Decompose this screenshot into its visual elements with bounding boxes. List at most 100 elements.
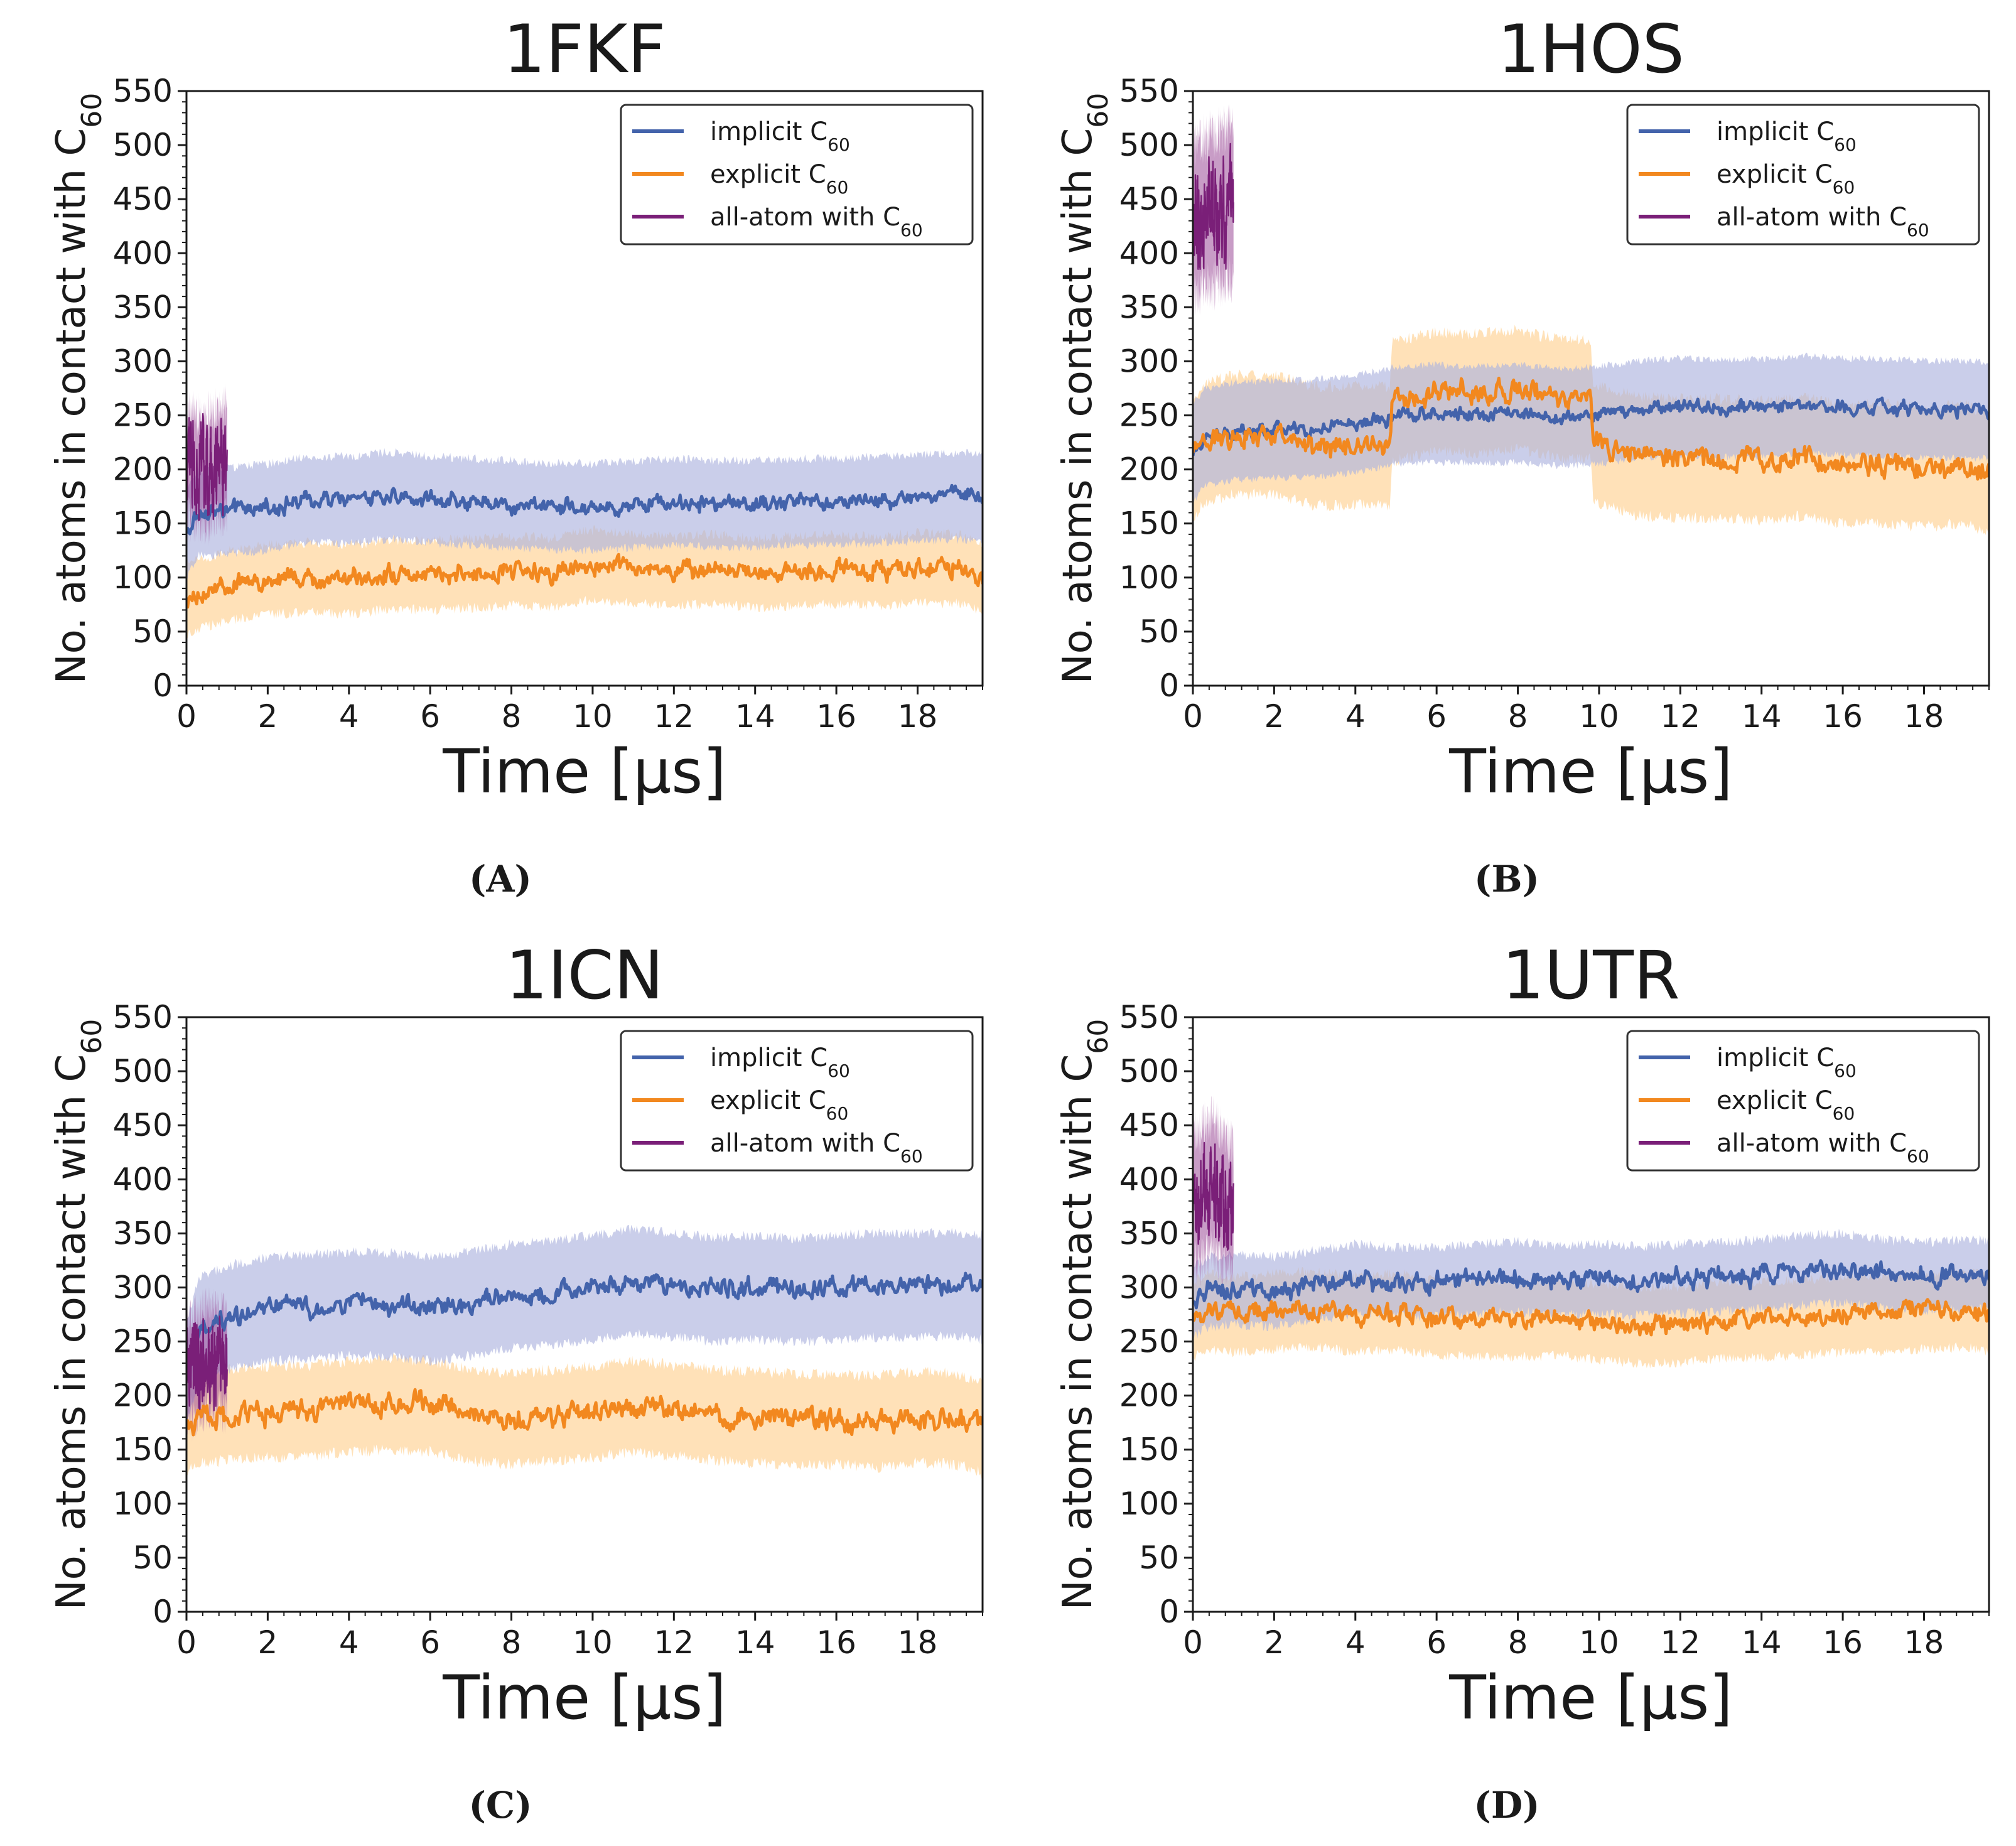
legend-label-text: all-atom with C <box>1717 1129 1907 1158</box>
x-tick-label: 4 <box>1345 1624 1366 1661</box>
y-axis-label-text: No. atoms in contact with C <box>1055 128 1101 684</box>
legend-label-text: explicit C <box>710 160 826 189</box>
allatom-line <box>186 1315 228 1411</box>
y-tick-label: 50 <box>132 1540 173 1576</box>
allatom-line <box>1193 1142 1234 1251</box>
x-tick-label: 2 <box>257 698 278 735</box>
explicit-band <box>186 525 983 639</box>
y-tick-label: 0 <box>1159 667 1179 704</box>
y-tick-label: 400 <box>113 235 173 271</box>
y-tick-label: 150 <box>113 505 173 542</box>
implicit-line <box>1193 1259 1989 1310</box>
x-tick-label: 2 <box>1264 1624 1284 1661</box>
y-tick-label: 450 <box>113 181 173 217</box>
y-tick-label: 450 <box>1119 181 1179 217</box>
y-axis-label-subscript: 60 <box>76 93 108 128</box>
y-tick-label: 500 <box>1119 127 1179 163</box>
y-tick-label: 250 <box>113 1324 173 1360</box>
explicit-line <box>186 553 983 609</box>
legend-label-text: all-atom with C <box>710 203 900 232</box>
y-axis-label: No. atoms in contact with C60 <box>48 93 108 684</box>
x-tick-label: 14 <box>735 1624 775 1661</box>
plot-area <box>186 384 983 639</box>
x-tick-label: 14 <box>1742 698 1782 735</box>
legend-label-allatom: all-atom with C60 <box>1717 1129 1929 1167</box>
x-tick-label: 6 <box>420 698 440 735</box>
x-tick-label: 6 <box>1426 698 1447 735</box>
legend-label-subscript: 60 <box>826 177 849 198</box>
x-tick-label: 12 <box>654 1624 694 1661</box>
x-tick-label: 16 <box>816 1624 856 1661</box>
y-tick-label: 400 <box>1119 235 1179 271</box>
y-axis-label-text: No. atoms in contact with C <box>48 1054 95 1610</box>
y-tick-label: 100 <box>113 1486 173 1522</box>
y-tick-label: 550 <box>113 999 173 1035</box>
axes-frame <box>1192 90 1990 687</box>
legend-box <box>1626 104 1980 246</box>
legend-label-text: all-atom with C <box>1717 203 1907 232</box>
x-tick-label: 8 <box>502 698 522 735</box>
y-tick-label: 500 <box>113 1053 173 1089</box>
legend-label-subscript: 60 <box>827 134 850 155</box>
chart-title: 1UTR <box>1502 937 1679 1014</box>
x-tick-label: 12 <box>654 698 694 735</box>
y-tick-label: 200 <box>113 451 173 488</box>
y-tick-label: 550 <box>1119 73 1179 109</box>
legend-label-subscript: 60 <box>1834 134 1857 155</box>
x-tick-label: 14 <box>1742 1624 1782 1661</box>
legend-label-allatom: all-atom with C60 <box>1717 203 1929 240</box>
y-axis-label-text: No. atoms in contact with C <box>48 128 95 684</box>
plot-area <box>186 1224 983 1479</box>
legend-label-text: implicit C <box>1717 1044 1834 1072</box>
y-tick-label: 0 <box>153 1594 173 1630</box>
y-axis-label: No. atoms in contact with C60 <box>48 1019 108 1610</box>
explicit-line <box>186 1388 983 1437</box>
x-tick-label: 6 <box>1426 1624 1447 1661</box>
axes-frame <box>1192 1016 1990 1613</box>
legend-label-text: explicit C <box>710 1086 826 1115</box>
explicit-line <box>1193 376 1989 481</box>
y-tick-label: 200 <box>1119 1378 1179 1414</box>
x-tick-label: 2 <box>1264 698 1284 735</box>
legend-label-allatom: all-atom with C60 <box>710 203 923 240</box>
legend-label-subscript: 60 <box>827 1061 850 1081</box>
implicit-band <box>186 1224 983 1424</box>
legend-label-text: implicit C <box>1717 117 1834 146</box>
y-tick-label: 350 <box>113 1215 173 1251</box>
y-tick-label: 100 <box>113 559 173 596</box>
panel-caption: (A) <box>469 858 532 900</box>
y-tick-label: 100 <box>1119 559 1179 596</box>
x-tick-label: 4 <box>339 698 359 735</box>
legend-box <box>1626 1030 1980 1172</box>
y-tick-label: 550 <box>113 73 173 109</box>
x-tick-label: 10 <box>573 1624 613 1661</box>
y-tick-label: 550 <box>1119 999 1179 1035</box>
y-axis-label-text: No. atoms in contact with C <box>1055 1054 1101 1610</box>
plot-area <box>1193 1096 1989 1369</box>
legend-label-subscript: 60 <box>900 1146 923 1167</box>
y-tick-label: 150 <box>1119 505 1179 542</box>
x-tick-label: 18 <box>898 1624 938 1661</box>
legend-label-text: implicit C <box>710 1044 827 1072</box>
allatom-line <box>186 413 228 522</box>
y-tick-label: 50 <box>1139 613 1179 650</box>
panel-1icn: 0 50 100 150 200 250 300 350 400 450 500 550 0 2 4 6 8 10… <box>48 937 984 1827</box>
y-tick-label: 150 <box>1119 1432 1179 1468</box>
y-tick-label: 250 <box>113 397 173 434</box>
x-tick-label: 10 <box>1579 698 1619 735</box>
y-tick-label: 400 <box>113 1161 173 1197</box>
legend-label-text: explicit C <box>1717 160 1833 189</box>
x-axis-label: Time [μs] <box>1448 737 1732 807</box>
panel-caption: (D) <box>1474 1784 1539 1827</box>
y-tick-label: 200 <box>113 1378 173 1414</box>
y-tick-label: 50 <box>132 613 173 650</box>
y-axis-label-subscript: 60 <box>76 1019 108 1054</box>
panel-1hos: 0 50 100 150 200 250 300 350 400 450 500 550 0 2 4 6 8 10… <box>1055 11 1990 900</box>
y-tick-label: 50 <box>1139 1540 1179 1576</box>
x-tick-label: 12 <box>1661 698 1701 735</box>
x-tick-label: 8 <box>1508 698 1528 735</box>
panel-1utr: 0 50 100 150 200 250 300 350 400 450 500 550 0 2 4 6 8 10… <box>1055 937 1990 1827</box>
